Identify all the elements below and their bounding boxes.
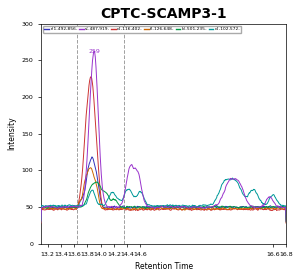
X-axis label: Retention Time: Retention Time [134,262,193,271]
Title: CPTC-SCAMP3-1: CPTC-SCAMP3-1 [100,7,227,21]
Legend: r(1-492,856-, s(-487,919-, d(-116,402-, f(-126,648-, k(-501,235-, d(-102,572-: r(1-492,856-, s(-487,919-, d(-116,402-, … [43,26,242,33]
Y-axis label: Intensity: Intensity [7,117,16,150]
Text: 259: 259 [88,49,100,54]
